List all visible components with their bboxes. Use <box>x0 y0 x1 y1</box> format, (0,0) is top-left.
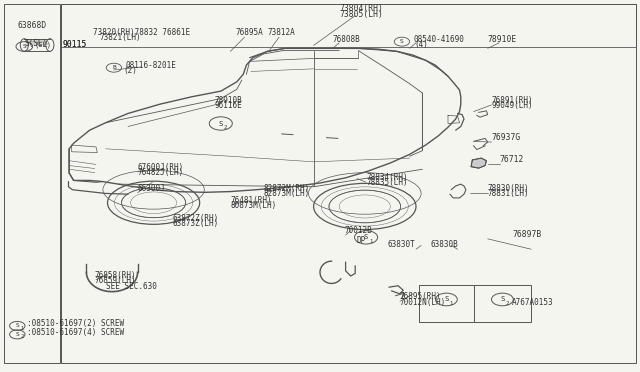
Text: 76897B: 76897B <box>512 230 541 239</box>
Text: S: S <box>15 323 19 328</box>
Text: 82873M(LH): 82873M(LH) <box>264 189 310 198</box>
Text: 1: 1 <box>21 326 24 331</box>
Text: 73805(LH): 73805(LH) <box>339 10 383 19</box>
Text: B: B <box>112 65 116 70</box>
Text: 1: 1 <box>449 301 452 306</box>
Text: 73812A: 73812A <box>268 28 295 37</box>
Polygon shape <box>471 158 486 168</box>
Text: A767A0153: A767A0153 <box>512 298 554 307</box>
Text: S: S <box>22 44 26 49</box>
Text: (SL): (SL) <box>35 42 52 48</box>
Text: DP: DP <box>356 236 365 245</box>
Bar <box>61 4 636 46</box>
Text: 73821(LH): 73821(LH) <box>99 33 141 42</box>
Text: 67600J(RH): 67600J(RH) <box>138 163 184 172</box>
Text: 73804(RH): 73804(RH) <box>339 4 383 13</box>
Text: 63830B: 63830B <box>430 240 458 249</box>
Text: 90115: 90115 <box>63 40 87 49</box>
Text: 2: 2 <box>21 334 24 339</box>
Text: 2: 2 <box>505 301 509 306</box>
Text: S(SL): S(SL) <box>24 39 47 48</box>
Text: 63873Z(LH): 63873Z(LH) <box>173 219 219 228</box>
Text: 76712: 76712 <box>499 155 524 164</box>
Text: 80873M(LH): 80873M(LH) <box>230 201 276 210</box>
Bar <box>61 4 636 363</box>
Bar <box>4 4 60 363</box>
Bar <box>419 285 531 322</box>
Text: :08510-61697(2) SCREW: :08510-61697(2) SCREW <box>27 319 124 328</box>
Text: 70012N(LH): 70012N(LH) <box>400 298 446 307</box>
Text: 76891(RH): 76891(RH) <box>492 96 533 105</box>
Text: 76482J(LH): 76482J(LH) <box>138 168 184 177</box>
Text: 63830T: 63830T <box>388 240 415 249</box>
Text: S: S <box>444 296 449 302</box>
Text: 76937G: 76937G <box>492 133 521 142</box>
Text: 76859(LH): 76859(LH) <box>95 276 136 285</box>
Text: S: S <box>219 121 223 126</box>
Text: 78834(RH): 78834(RH) <box>366 173 408 182</box>
Text: S: S <box>500 296 504 302</box>
Text: :08510-61697(4) SCREW: :08510-61697(4) SCREW <box>27 328 124 337</box>
Text: 66300J: 66300J <box>138 184 165 193</box>
Text: SEE SEC.630: SEE SEC.630 <box>106 282 156 291</box>
Text: 82872M(RH): 82872M(RH) <box>264 184 310 193</box>
Text: (2): (2) <box>123 66 137 75</box>
Text: 76895(RH): 76895(RH) <box>400 292 442 301</box>
Text: 76481(RH): 76481(RH) <box>230 196 272 205</box>
Text: 76895A: 76895A <box>236 28 263 37</box>
Text: 1: 1 <box>369 238 372 244</box>
Text: 63868D: 63868D <box>18 21 47 30</box>
Text: 99049(LH): 99049(LH) <box>492 102 533 110</box>
Text: 08116-8201E: 08116-8201E <box>125 61 176 70</box>
Text: S: S <box>15 332 19 337</box>
Text: 73820(RH)78832 76861E: 73820(RH)78832 76861E <box>93 28 190 37</box>
Text: S: S <box>400 39 404 44</box>
Text: 78835(LH): 78835(LH) <box>366 179 408 187</box>
Text: 70012B: 70012B <box>344 226 372 235</box>
Text: 2: 2 <box>223 125 227 130</box>
Text: 78910B: 78910B <box>214 96 242 105</box>
Text: 78831(LH): 78831(LH) <box>488 189 529 198</box>
Text: 96116E: 96116E <box>214 102 242 110</box>
Text: 08540-41690: 08540-41690 <box>413 35 464 44</box>
Text: (4): (4) <box>415 40 429 49</box>
Text: 90115: 90115 <box>63 40 87 49</box>
Text: 78910E: 78910E <box>488 35 517 44</box>
Text: S: S <box>364 234 368 240</box>
Text: 78830(RH): 78830(RH) <box>488 184 529 193</box>
Text: 76808B: 76808B <box>333 35 360 44</box>
Text: 76858(RH): 76858(RH) <box>95 271 136 280</box>
Text: 63872Z(RH): 63872Z(RH) <box>173 214 219 223</box>
